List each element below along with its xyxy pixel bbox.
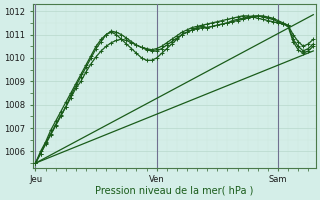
X-axis label: Pression niveau de la mer( hPa ): Pression niveau de la mer( hPa ) <box>95 186 253 196</box>
